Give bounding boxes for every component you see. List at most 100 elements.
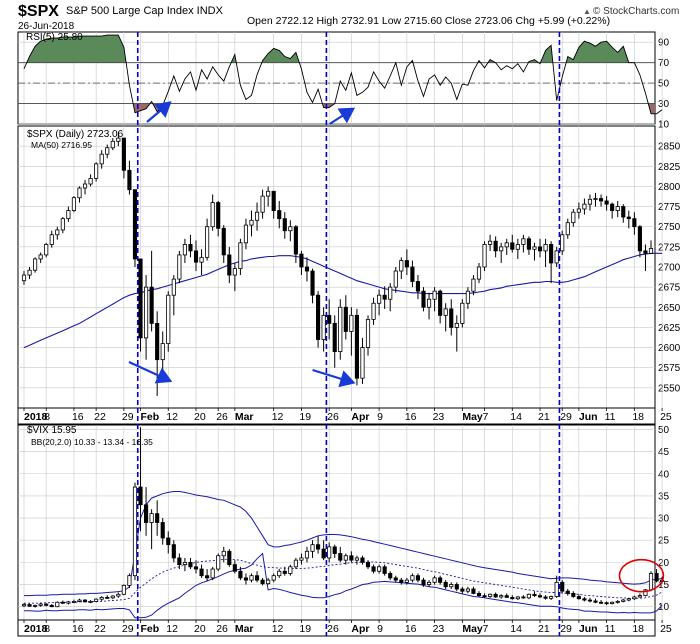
vix-bar: [554, 575, 559, 598]
spx-bar: [21, 271, 27, 285]
vix-bar: [149, 509, 154, 550]
vix-bar: [193, 560, 199, 574]
vix-bar: [510, 595, 515, 600]
spx-bar: [632, 212, 637, 235]
vix-bar: [105, 595, 110, 599]
spx-bar: [310, 268, 315, 304]
spx-bar: [426, 292, 432, 320]
spx-bar: [371, 297, 376, 326]
vix-bar: [399, 577, 404, 585]
x-tick-label: Jun: [579, 411, 598, 423]
x-tick-label: 22: [94, 623, 106, 635]
spx-bar: [615, 200, 620, 218]
spx-bar: [271, 190, 276, 219]
spx-bar: [377, 289, 382, 316]
vix-bar: [637, 593, 642, 598]
spx-bar: [610, 202, 615, 219]
spx-bar: [327, 299, 332, 340]
x-tick-label: 29: [560, 623, 572, 635]
vertical-markers: [136, 32, 561, 636]
spx-bar: [576, 202, 581, 219]
spx-bar: [243, 218, 249, 250]
spx-bar: [138, 258, 143, 352]
spx-bar: [537, 238, 543, 258]
vix-bar: [138, 427, 143, 532]
x-tick-label: Jun: [579, 623, 598, 635]
spx-bar: [299, 250, 304, 276]
spx-bar: [216, 200, 221, 237]
price-legend-ma: MA(50) 2716.95: [31, 140, 92, 150]
x-tick-label: 29: [560, 411, 572, 423]
y-tick-label: 2775: [658, 202, 681, 213]
x-tick-label: 26: [216, 623, 228, 635]
spx-bar: [127, 160, 132, 195]
vix-bar: [432, 575, 437, 585]
rsi-line: [23, 34, 663, 115]
spx-bar: [443, 303, 448, 332]
spx-bar: [438, 289, 443, 324]
vix-bar: [371, 564, 376, 574]
x-tick-label: 21: [538, 623, 550, 635]
x-tick-label: 12: [166, 623, 178, 635]
spx-bar: [44, 242, 49, 258]
x-axis-frame: [17, 407, 656, 425]
x-tick-label: 19: [299, 411, 311, 423]
spx-bar: [643, 244, 648, 272]
vix-bar: [415, 573, 421, 583]
credit: © StockCharts.com: [593, 6, 679, 17]
y-tick-label: 25: [658, 536, 670, 547]
vix-bar: [654, 569, 659, 583]
vix-bar: [543, 595, 548, 600]
spx-bar: [549, 241, 554, 284]
x-tick-label: 2018: [24, 411, 48, 423]
spx-bar: [493, 236, 498, 258]
x-tick-label: 9: [377, 623, 383, 635]
spx-bar: [171, 275, 176, 316]
spx-bar: [149, 250, 154, 332]
vix-bar: [199, 564, 204, 578]
vix-bar: [454, 582, 459, 592]
vix-bar: [598, 600, 604, 605]
y-tick-label: 2550: [658, 383, 681, 394]
vix-bar: [188, 557, 193, 570]
vix-bar: [343, 553, 348, 565]
x-tick-label: 14: [510, 623, 522, 635]
spx-bar: [232, 262, 237, 292]
spx-bar: [293, 225, 298, 263]
spx-bar: [55, 226, 60, 240]
vix-bar: [288, 564, 293, 576]
vix-bar: [560, 580, 565, 594]
y-tick-label: 90: [658, 38, 670, 49]
ma50-line: [23, 252, 663, 349]
y-tick-label: 2850: [658, 142, 681, 153]
spx-bar: [382, 286, 387, 309]
y-tick-label: 50: [658, 425, 670, 436]
y-tick-label: 2650: [658, 303, 681, 314]
x-tick-label: 29: [122, 623, 134, 635]
spx-bar: [199, 249, 204, 276]
vix-bar: [476, 591, 482, 597]
vix-bar: [521, 595, 526, 599]
vix-bar: [576, 594, 581, 600]
vix-bar: [205, 569, 210, 581]
spx-bar: [648, 240, 654, 255]
spx-bar: [33, 257, 38, 273]
vix-bar: [254, 571, 260, 583]
vix-bar: [488, 593, 493, 598]
spx-bar: [205, 218, 210, 261]
spx-bar: [254, 202, 260, 231]
spx-bar: [116, 131, 121, 147]
x-tick-label: 16: [72, 411, 84, 423]
spx-bar: [560, 230, 565, 255]
spx-bar: [27, 267, 32, 280]
vix-bar: [49, 604, 54, 608]
spx-bar: [210, 194, 215, 231]
y-tick-label: 2800: [658, 182, 681, 193]
spx-bar: [60, 217, 65, 234]
y-tick-label: 10: [658, 120, 670, 131]
vix-legend-bb: BB(20,2.0) 10.33 - 13.34 - 16.35: [31, 437, 153, 447]
spx-bar: [66, 206, 71, 222]
x-tick-label: 11: [605, 623, 616, 635]
annotation-arrow: [312, 368, 356, 388]
